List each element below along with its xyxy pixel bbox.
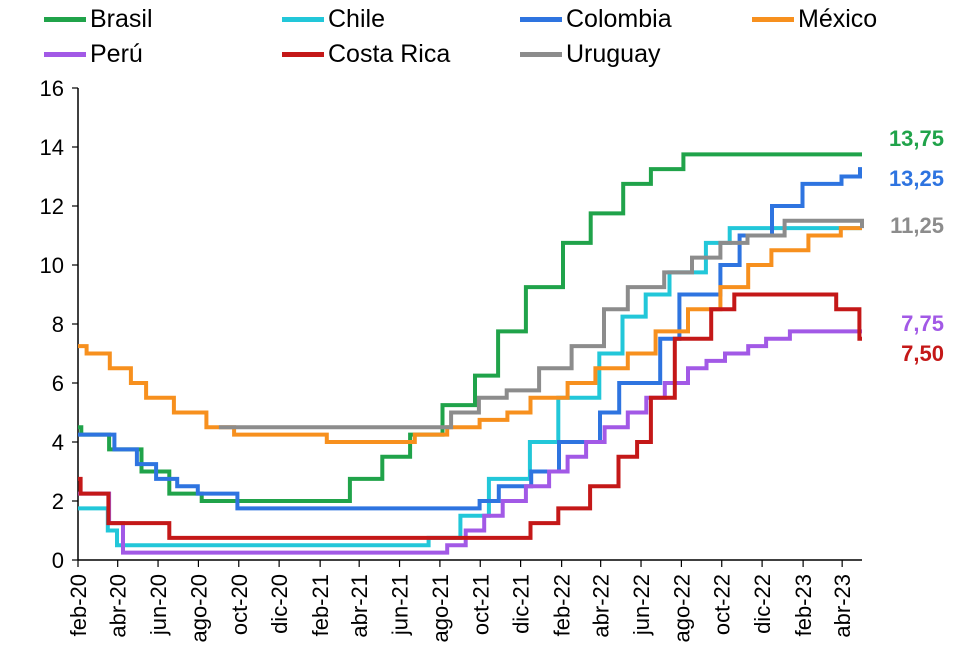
- x-tick-label: feb-23: [791, 574, 816, 636]
- x-tick-label: jun-21: [388, 574, 413, 636]
- end-label-uruguay: 11,25: [890, 213, 944, 238]
- y-axis: 0 2 4 6 8 10 12 14 16: [40, 76, 79, 573]
- legend-label: Uruguay: [566, 39, 661, 68]
- end-label-costa-rica: 7,50: [901, 341, 944, 366]
- series-line-uruguay: [218, 218, 864, 430]
- y-tick-label: 12: [40, 194, 64, 219]
- y-tick-label: 0: [52, 548, 64, 573]
- legend-swatch: [752, 16, 794, 22]
- y-tick-label: 10: [40, 253, 64, 278]
- x-tick-label: abr-20: [106, 574, 131, 638]
- x-tick-label: feb-22: [550, 574, 575, 636]
- legend-label: Chile: [328, 4, 385, 33]
- legend-swatch: [520, 51, 562, 57]
- legend-item-uruguay: Uruguay: [520, 37, 661, 71]
- y-tick-label: 14: [40, 135, 64, 160]
- legend-swatch: [44, 16, 86, 22]
- legend-swatch: [282, 16, 324, 22]
- series-line-chile: [78, 226, 862, 548]
- series-line-brasil: [78, 152, 862, 503]
- end-label-peru: 7,75: [901, 311, 944, 336]
- legend-item-brasil: Brasil: [44, 2, 153, 36]
- legend-swatch: [520, 16, 562, 22]
- x-tick-label: jun-22: [629, 574, 654, 636]
- legend-label: Costa Rica: [328, 39, 451, 68]
- y-tick-label: 16: [40, 76, 64, 101]
- end-label-colombia: 13,25: [889, 166, 944, 191]
- x-tick-label: jun-20: [146, 574, 171, 636]
- x-tick-label: feb-20: [66, 574, 91, 636]
- y-tick-label: 8: [52, 312, 64, 337]
- x-tick-label: oct-21: [468, 574, 493, 635]
- legend-swatch: [44, 51, 86, 57]
- legend-label: Colombia: [566, 4, 672, 33]
- end-label-brasil: 13,75: [889, 126, 944, 151]
- x-axis: feb-20 abr-20 jun-20 ago-20 oct-20 dic-20 feb-…: [66, 559, 862, 643]
- y-tick-label: 6: [52, 371, 64, 396]
- x-tick-label: ago-20: [186, 574, 211, 643]
- legend-item-colombia: Colombia: [520, 2, 672, 36]
- x-tick-label: dic-20: [267, 574, 292, 634]
- x-tick-label: ago-21: [428, 574, 453, 643]
- legend-item-costa-rica: Costa Rica: [282, 37, 450, 71]
- legend: Brasil Chile Colombia México Perú Costa Rica U…: [0, 0, 958, 80]
- legend-label: Perú: [90, 39, 143, 68]
- legend-label: México: [798, 4, 878, 33]
- series-line-colombia: [78, 167, 862, 511]
- y-tick-label: 4: [52, 430, 64, 455]
- legend-label: Brasil: [90, 4, 153, 33]
- legend-item-mexico: México: [752, 2, 877, 36]
- x-tick-label: dic-21: [509, 574, 534, 634]
- x-tick-label: abr-22: [589, 574, 614, 638]
- series-lines: [78, 152, 864, 555]
- x-tick-label: dic-22: [750, 574, 775, 634]
- legend-swatch: [282, 51, 324, 57]
- x-tick-label: oct-22: [710, 574, 735, 635]
- x-tick-label: abr-21: [347, 574, 372, 638]
- series-line-costa-rica: [78, 292, 862, 540]
- x-tick-label: feb-21: [308, 574, 333, 636]
- legend-item-chile: Chile: [282, 2, 385, 36]
- series-line-peru: [78, 329, 862, 555]
- end-labels: 13,75 13,25 7,75 7,50 11,25: [889, 126, 944, 366]
- x-tick-label: ago-22: [669, 574, 694, 643]
- series-line-mexico: [78, 226, 862, 444]
- x-tick-label: abr-23: [830, 574, 855, 638]
- legend-item-peru: Perú: [44, 37, 143, 71]
- y-tick-label: 2: [52, 489, 64, 514]
- x-tick-label: oct-20: [227, 574, 252, 635]
